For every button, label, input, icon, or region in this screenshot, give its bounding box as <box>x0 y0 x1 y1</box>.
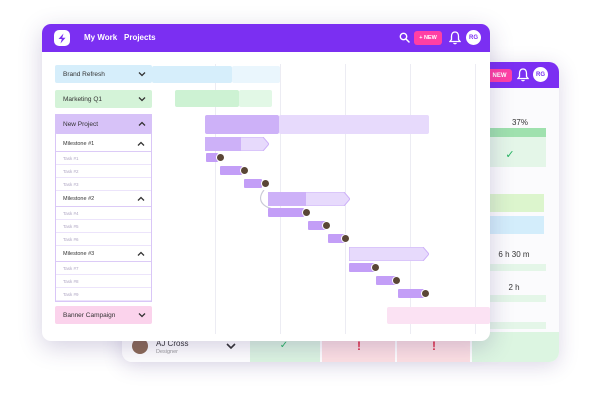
milestone-1[interactable]: Milestone #1 <box>56 136 151 152</box>
group-label: Marketing Q1 <box>63 95 103 103</box>
milestone-label: Milestone #3 <box>63 250 95 257</box>
group-label: New Project <box>63 120 99 128</box>
task-row[interactable]: Task #5 <box>56 220 151 233</box>
task-row[interactable]: Task #7 <box>56 262 151 275</box>
group-marketing-q1[interactable]: Marketing Q1 <box>55 90 152 108</box>
gantt-bar-marketing-q1[interactable] <box>175 90 239 107</box>
milestone-1-bar[interactable] <box>205 137 269 151</box>
assignee-avatar <box>216 153 225 162</box>
task-bar[interactable] <box>220 166 242 175</box>
assignee-avatar <box>322 221 331 230</box>
back-check-icon: ✓ <box>505 149 515 161</box>
chevron-up-icon[interactable] <box>137 141 145 147</box>
back-bell-icon[interactable] <box>517 68 529 82</box>
milestone-3-bar[interactable] <box>349 247 429 261</box>
task-bar[interactable] <box>308 221 326 230</box>
search-icon[interactable] <box>399 32 410 43</box>
gantt-bar-brand-refresh-remaining <box>232 66 280 83</box>
task-row[interactable]: Task #4 <box>56 207 151 220</box>
group-label: Brand Refresh <box>63 70 105 78</box>
gantt-bar-marketing-q1-remaining <box>239 90 272 107</box>
assignee-avatar <box>421 289 430 298</box>
chevron-down-icon[interactable] <box>138 71 146 77</box>
new-button[interactable]: + NEW <box>414 31 442 45</box>
group-banner-campaign[interactable]: Banner Campaign <box>55 306 152 324</box>
nav-my-work[interactable]: My Work <box>84 33 118 42</box>
chevron-down-icon[interactable] <box>138 96 146 102</box>
assignee-avatar <box>392 276 401 285</box>
group-new-project[interactable]: New Project <box>55 114 152 134</box>
task-bar[interactable] <box>328 234 346 243</box>
gantt-window: My Work Projects + NEW RG Brand Refresh … <box>42 24 490 341</box>
back-bar-blue <box>484 216 544 234</box>
back-status-cell <box>484 137 546 167</box>
back-person-role: Designer <box>156 349 179 355</box>
gantt-bar-banner-campaign[interactable] <box>387 307 490 324</box>
back-avatar[interactable]: RG <box>533 67 548 82</box>
group-label: Banner Campaign <box>63 311 116 319</box>
back-hours-value-2: 2 h <box>508 283 520 292</box>
grid-line <box>475 64 476 334</box>
chevron-up-icon[interactable] <box>138 121 146 127</box>
back-percent-value: 37% <box>511 118 528 127</box>
back-bar-green <box>484 194 544 212</box>
task-row[interactable]: Task #1 <box>56 152 151 165</box>
back-cell-alert-icon: ! <box>357 339 361 353</box>
chevron-up-icon[interactable] <box>137 196 145 202</box>
gantt-bar-brand-refresh[interactable] <box>152 66 232 83</box>
assignee-avatar <box>261 179 270 188</box>
task-bar[interactable] <box>244 179 262 188</box>
assignee-avatar <box>240 166 249 175</box>
milestone-3[interactable]: Milestone #3 <box>56 246 151 262</box>
back-chevron-down-icon[interactable] <box>226 342 236 350</box>
task-row[interactable]: Task #2 <box>56 165 151 178</box>
chevron-up-icon[interactable] <box>137 251 145 257</box>
chevron-down-icon[interactable] <box>138 312 146 318</box>
task-bar[interactable] <box>206 153 218 162</box>
task-row[interactable]: Task #8 <box>56 275 151 288</box>
back-row-fill-3 <box>484 322 546 329</box>
back-person-avatar <box>132 338 148 354</box>
grid-line <box>215 64 216 334</box>
task-bar[interactable] <box>376 276 398 285</box>
task-row[interactable]: Task #9 <box>56 288 151 301</box>
logo-mark <box>58 33 66 43</box>
bell-icon[interactable] <box>449 31 461 45</box>
back-hours-value-1: 6 h 30 m <box>498 250 530 259</box>
back-cell-alert-icon: ! <box>432 339 436 353</box>
task-row[interactable]: Task #3 <box>56 178 151 191</box>
user-avatar[interactable]: RG <box>466 30 481 45</box>
new-project-panel <box>55 114 152 302</box>
gantt-bar-new-project[interactable] <box>205 115 279 134</box>
milestone-2[interactable]: Milestone #2 <box>56 191 151 207</box>
task-bar[interactable] <box>349 263 375 272</box>
assignee-avatar <box>371 263 380 272</box>
back-progress-bar <box>484 128 546 137</box>
logo-icon[interactable] <box>54 30 70 46</box>
grid-line <box>410 64 411 334</box>
group-brand-refresh[interactable]: Brand Refresh <box>55 65 152 83</box>
gantt-bar-new-project-remaining <box>279 115 429 134</box>
milestone-label: Milestone #1 <box>63 140 95 147</box>
assignee-avatar <box>341 234 350 243</box>
back-row-fill-1 <box>484 264 546 271</box>
back-person-name: AJ Cross <box>156 339 189 348</box>
task-bar[interactable] <box>268 208 304 217</box>
back-row-fill-2 <box>484 295 546 302</box>
milestone-2-bar[interactable] <box>268 192 350 206</box>
task-row[interactable]: Task #6 <box>56 233 151 246</box>
task-bar[interactable] <box>398 289 424 298</box>
back-new-button[interactable]: NEW <box>487 69 512 82</box>
back-cell-check-icon: ✓ <box>279 340 289 351</box>
milestone-label: Milestone #2 <box>63 195 95 202</box>
assignee-avatar <box>302 208 311 217</box>
nav-projects[interactable]: Projects <box>124 33 156 42</box>
